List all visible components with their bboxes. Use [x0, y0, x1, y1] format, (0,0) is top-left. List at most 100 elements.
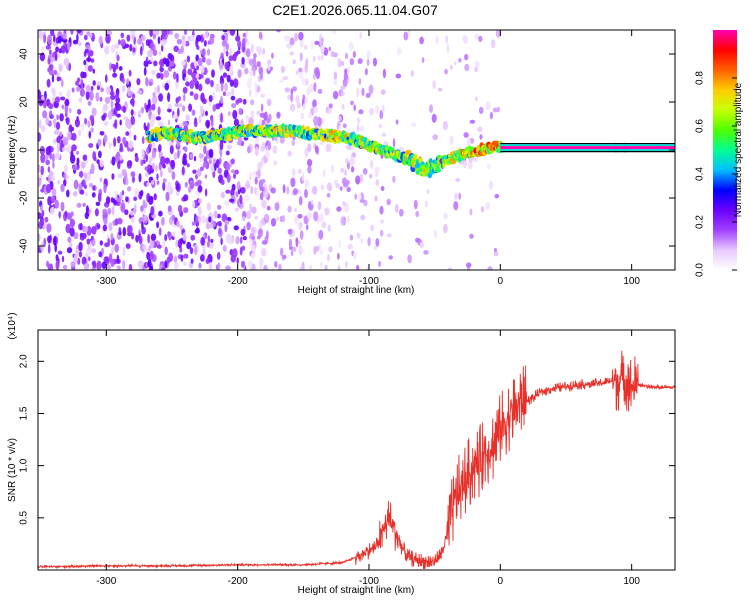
spectrogram-noise-cell — [426, 189, 430, 194]
y-tick-label: 20 — [19, 96, 30, 108]
spectrogram-noise-cell — [250, 186, 254, 195]
spectrogram-noise-cell — [195, 215, 199, 224]
spectrogram-noise-cell — [354, 193, 358, 200]
spectrogram-noise-cell — [365, 92, 371, 98]
spectrogram-noise-cell — [218, 175, 222, 181]
spectrogram-noise-cell — [155, 164, 158, 172]
spectrogram-noise-cell — [320, 44, 325, 55]
spectrogram-noise-cell — [158, 227, 162, 236]
spectrogram-noise-cell — [356, 124, 360, 132]
spectrogram-noise-cell — [284, 87, 290, 93]
spectrogram-signal-cell — [413, 153, 418, 160]
spectrogram-noise-cell — [312, 99, 317, 109]
spectrogram-noise-cell — [153, 193, 157, 201]
spectrogram-noise-cell — [111, 245, 114, 256]
spectrogram-noise-cell — [57, 76, 62, 81]
y-tick-label: -40 — [19, 238, 30, 253]
spectrogram-noise-cell — [410, 70, 414, 77]
spectrogram-signal — [145, 123, 629, 179]
snr-line — [38, 350, 675, 570]
spectrogram-noise-cell — [251, 171, 256, 177]
spectrogram-noise-cell — [220, 191, 225, 199]
spectrogram-noise-cell — [131, 232, 135, 240]
spectrogram-noise-cell — [117, 160, 121, 170]
spectrogram-noise-cell — [70, 261, 76, 268]
spectrogram-noise-cell — [109, 62, 113, 71]
spectrogram-noise-cell — [469, 208, 473, 216]
spectrogram-noise-cell — [149, 238, 155, 249]
spectrogram-noise-cell — [365, 266, 369, 270]
y-tick-label: 0.5 — [19, 510, 30, 524]
spectrogram-noise-cell — [83, 226, 89, 233]
spectrogram-noise-cell — [338, 115, 342, 122]
spectrogram-noise-cell — [251, 244, 256, 253]
spectrogram-noise-cell — [276, 139, 279, 144]
spectrogram-noise-cell — [299, 52, 303, 62]
spectrogram-noise-cell — [140, 107, 145, 114]
spectrogram-noise-cell — [360, 214, 366, 221]
spectrogram-noise-cell — [176, 220, 180, 228]
spectrogram-noise-cell — [169, 216, 173, 226]
spectrogram-noise-cell — [327, 253, 330, 262]
spectrogram-noise-cell — [118, 173, 123, 179]
spectrogram-noise-cell — [116, 54, 120, 62]
spectrogram-noise-cell — [208, 95, 213, 102]
spectrogram-noise-cell — [129, 44, 133, 52]
spectrogram-noise-cell — [256, 169, 261, 179]
spectrogram-noise-cell — [375, 238, 380, 247]
spectrogram-noise-cell — [257, 161, 262, 171]
spectrogram-noise-cell — [292, 59, 296, 64]
spectrogram-noise-cell — [163, 70, 170, 78]
spectrogram-noise-cell — [54, 243, 57, 253]
spectrogram-noise-cell — [137, 37, 143, 45]
spectrogram-noise-cell — [224, 223, 228, 233]
spectrogram-noise-cell — [114, 119, 118, 129]
spectrogram-noise-cell — [146, 147, 150, 155]
spectrogram-noise-cell — [55, 121, 61, 130]
spectrogram-noise-cell — [246, 221, 251, 231]
spectrogram-noise-cell — [386, 198, 391, 206]
spectrogram-noise-cell — [469, 137, 475, 144]
spectrogram-noise-cell — [251, 206, 257, 214]
spectrogram-noise-cell — [49, 152, 53, 160]
spectrogram-noise-cell — [143, 122, 146, 131]
spectrogram-noise-cell — [164, 260, 168, 269]
spectrogram-noise-cell — [66, 247, 73, 254]
spectrogram-noise-cell — [167, 52, 173, 60]
spectrogram-noise-cell — [270, 267, 275, 270]
spectrogram-noise-cell — [346, 66, 350, 74]
spectrogram-noise-cell — [407, 30, 411, 38]
spectrogram-noise-cell — [72, 39, 78, 45]
spectrogram-noise-cell — [92, 68, 96, 74]
spectrogram-noise-cell — [266, 205, 271, 211]
spectrogram-noise-cell — [208, 261, 213, 270]
spectrogram-noise-cell — [292, 188, 298, 196]
spectrogram-noise-cell — [366, 58, 370, 66]
spectrogram-noise-cell — [147, 49, 153, 58]
spectrogram-noise-cell — [356, 232, 361, 239]
spectrogram-noise-cell — [130, 210, 134, 216]
spectrogram-noise-cell — [259, 112, 266, 118]
spectrogram-noise-cell — [167, 92, 171, 103]
spectrogram-noise-cell — [264, 149, 271, 159]
spectrogram-noise-cell — [215, 103, 221, 110]
spectrogram-noise-cell — [160, 73, 164, 80]
spectrogram-noise-cell — [42, 98, 47, 109]
spectrogram-noise-cell — [301, 77, 306, 85]
spectrogram-noise-cell — [133, 206, 137, 215]
spectrogram-noise-cell — [150, 113, 157, 123]
spectrogram-noise-cell — [158, 93, 164, 102]
spectrogram-noise-cell — [231, 88, 235, 96]
spectrogram-noise-cell — [140, 159, 144, 167]
spectrogram-noise-cell — [208, 158, 212, 165]
spectrogram-noise-cell — [328, 246, 333, 253]
spectrogram-noise-cell — [226, 144, 232, 150]
spectrogram-noise-cell — [313, 211, 319, 222]
spectrogram-noise-cell — [145, 39, 151, 47]
spectrogram-noise-cell — [474, 33, 480, 40]
spectrogram-noise-cell — [83, 263, 89, 270]
spectrogram-noise-cell — [92, 185, 96, 191]
spectrogram-noise-cell — [241, 216, 246, 222]
spectrogram-noise-cell — [380, 186, 385, 191]
spectrogram-noise-cell — [182, 120, 188, 127]
